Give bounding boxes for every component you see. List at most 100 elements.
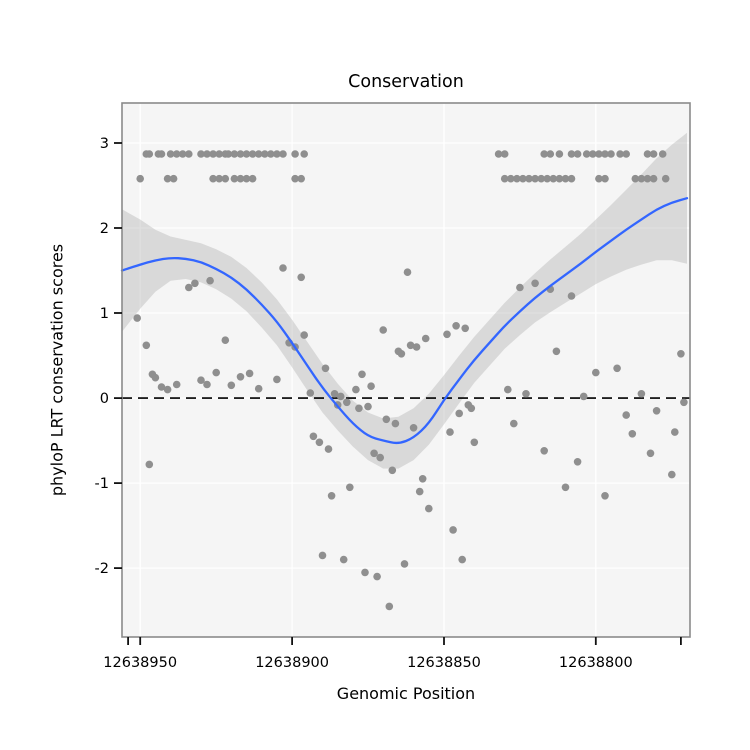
scatter-point: [178, 150, 187, 158]
x-tick-label: 12638950: [103, 655, 177, 671]
y-tick-label: -2: [95, 561, 109, 577]
scatter-point: [467, 404, 476, 413]
scatter-point: [412, 343, 421, 351]
scatter-point: [579, 392, 588, 401]
scatter-point: [197, 376, 205, 385]
scatter-point: [546, 150, 555, 158]
scatter-point: [309, 432, 318, 441]
scatter-point: [519, 174, 527, 183]
scatter-point: [421, 334, 430, 343]
scatter-point: [236, 150, 245, 158]
x-axis-label: Genomic Position: [336, 684, 476, 703]
scatter-point: [291, 150, 299, 158]
scatter-point: [403, 268, 412, 277]
scatter-point: [382, 415, 391, 424]
scatter-point: [145, 150, 154, 158]
scatter-point: [510, 419, 518, 428]
scatter-point: [643, 150, 652, 158]
scatter-point: [537, 174, 545, 183]
scatter-point: [346, 483, 354, 492]
scatter-point: [355, 404, 363, 413]
scatter-point: [215, 174, 223, 183]
scatter-point: [458, 555, 467, 564]
scatter-point: [622, 150, 630, 158]
scatter-point: [279, 264, 287, 272]
scatter-point: [315, 438, 324, 447]
scatter-point: [267, 150, 275, 158]
scatter-point: [555, 174, 564, 183]
scatter-point: [291, 174, 299, 183]
scatter-point: [203, 380, 211, 389]
scatter-point: [549, 174, 558, 183]
scatter-point: [622, 411, 630, 419]
scatter-point: [339, 555, 348, 564]
scatter-point: [677, 350, 685, 358]
scatter-point: [573, 150, 582, 158]
scatter-point: [245, 369, 254, 378]
x-tick-label: 12638850: [407, 655, 481, 671]
scatter-point: [224, 150, 233, 158]
scatter-point: [649, 174, 658, 183]
scatter-point: [567, 150, 576, 158]
scatter-point: [582, 150, 591, 158]
smooth-line: [120, 197, 689, 445]
scatter-point: [373, 572, 381, 581]
scatter-point: [273, 150, 281, 158]
scatter-point: [163, 174, 172, 183]
scatter-point: [163, 385, 172, 394]
scatter-point: [555, 150, 564, 158]
scatter-point: [300, 150, 309, 158]
scatter-point: [507, 174, 515, 183]
scatter-point: [540, 150, 548, 158]
scatter-point: [680, 398, 688, 407]
y-tick-label: 1: [100, 306, 109, 322]
scatter-point: [388, 466, 397, 475]
scatter-point: [203, 150, 211, 158]
scatter-point: [516, 283, 524, 292]
scatter-point: [589, 150, 597, 158]
scatter-point: [261, 150, 269, 158]
scatter-point: [191, 279, 199, 288]
scatter-point: [364, 402, 372, 411]
scatter-point: [500, 174, 509, 183]
scatter-point: [209, 150, 217, 158]
scatter-point: [543, 174, 551, 183]
scatter-point: [236, 174, 245, 183]
scatter-point: [157, 383, 166, 391]
scatter-point: [455, 409, 464, 418]
scatter-point: [406, 341, 415, 350]
scatter-point: [248, 174, 257, 183]
scatter-point: [376, 453, 385, 462]
scatter-point: [279, 150, 287, 158]
scatter-point: [321, 364, 330, 373]
scatter-point: [595, 174, 603, 183]
scatter-point: [197, 150, 205, 158]
scatter-point: [470, 438, 479, 447]
scatter-point: [561, 483, 570, 492]
scatter-point: [367, 382, 375, 391]
scatter-point: [221, 336, 230, 345]
scatter-point: [494, 150, 503, 158]
scatter-point: [327, 492, 336, 500]
scatter-point: [209, 174, 217, 183]
scatter-point: [157, 150, 166, 158]
scatter-point: [592, 368, 600, 377]
scatter-point: [397, 350, 406, 358]
scatter-point: [166, 150, 175, 158]
scatter-point: [637, 390, 646, 398]
scatter-point: [185, 150, 193, 158]
scatter-point: [652, 407, 661, 415]
panel-border: [121, 102, 691, 638]
scatter-point: [409, 424, 418, 432]
scatter-point: [206, 276, 214, 285]
scatter-point: [658, 150, 667, 158]
scatter-point: [133, 314, 141, 322]
scatter-point: [306, 389, 315, 397]
scatter-point: [358, 370, 366, 379]
scatter-point: [601, 150, 609, 158]
scatter-point: [525, 174, 533, 183]
x-tick-label: 12638800: [559, 655, 633, 671]
scatter-point: [172, 150, 181, 158]
scatter-point: [452, 322, 460, 330]
